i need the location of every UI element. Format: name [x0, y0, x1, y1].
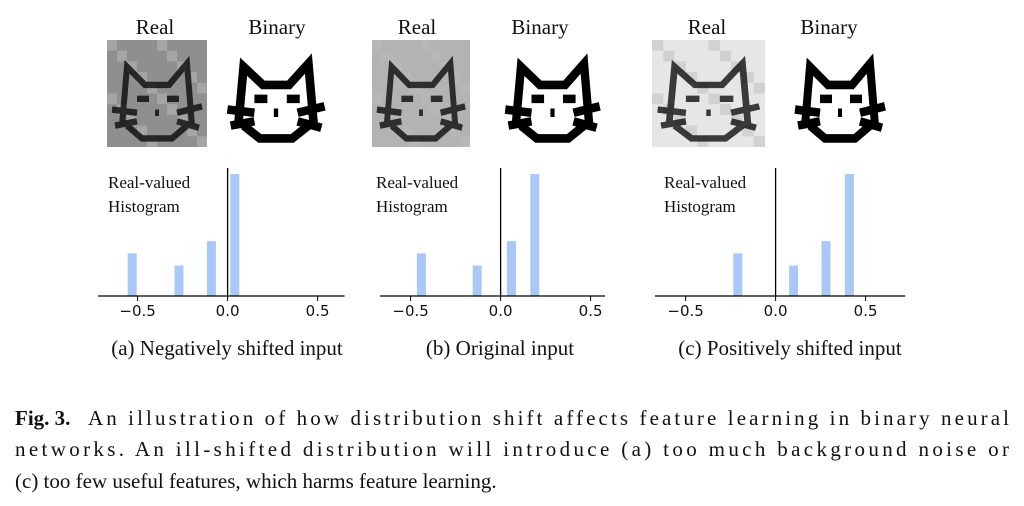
image-pixel — [742, 72, 754, 83]
image-pixel — [708, 93, 720, 105]
caption-line: networks. An ill-shifted distribution wi… — [15, 437, 1009, 461]
image-pixel — [685, 125, 698, 137]
histogram-bar — [127, 253, 137, 296]
image-pixel — [197, 136, 207, 147]
x-tick-label: 0.0 — [764, 302, 788, 320]
image-pixel — [421, 40, 431, 51]
histogram-label: Histogram — [376, 197, 448, 216]
image-pixel — [167, 50, 177, 62]
histogram-bar — [733, 253, 743, 296]
cat-outline — [226, 53, 326, 143]
caption-line: An illustration of how distribution shif… — [88, 406, 1009, 430]
caption-line: (c) too few useful features, which harms… — [15, 469, 497, 493]
image-pixel — [107, 93, 117, 105]
histogram-bar — [206, 241, 216, 296]
image-label: Real — [398, 15, 437, 39]
x-tick-label: −0.5 — [667, 302, 703, 320]
image-pixel — [372, 93, 382, 105]
histogram-bar — [844, 174, 854, 296]
binary-image — [226, 53, 326, 143]
histogram-bar — [789, 265, 799, 296]
x-tick-label: 0.0 — [489, 302, 513, 320]
image-label: Real — [688, 15, 727, 39]
image-pixel — [460, 136, 470, 147]
subcaption: (b) Original input — [426, 336, 574, 360]
histogram-bar — [174, 265, 184, 296]
histogram-label: Real-valued — [376, 173, 459, 192]
image-pixel — [421, 93, 431, 105]
real-image — [107, 40, 207, 147]
image-pixel — [137, 125, 147, 137]
cat-outline — [376, 55, 466, 142]
image-pixel — [430, 50, 441, 62]
histogram-bar — [530, 174, 540, 296]
histogram-label: Histogram — [664, 197, 736, 216]
real-image — [372, 40, 470, 147]
histogram-bar — [506, 241, 516, 296]
binary-image — [794, 53, 886, 143]
cat-outline — [794, 53, 886, 143]
image-pixel — [187, 72, 197, 83]
subcaption: (c) Positively shifted input — [678, 336, 902, 360]
image-pixel — [381, 50, 392, 62]
image-pixel — [107, 40, 117, 51]
image-pixel — [450, 72, 461, 83]
image-pixel — [167, 104, 177, 115]
histogram-bar — [472, 265, 482, 296]
image-label: Binary — [511, 15, 569, 39]
cat-outline — [111, 55, 203, 142]
image-label: Binary — [800, 15, 858, 39]
histogram-bar — [821, 241, 831, 296]
histogram-label: Real-valued — [108, 173, 191, 192]
image-pixel — [460, 82, 470, 94]
image-pixel — [753, 136, 765, 147]
image-pixel — [391, 61, 402, 73]
x-tick-label: −0.5 — [392, 302, 428, 320]
caption-label: Fig. 3. — [15, 406, 70, 430]
image-pixel — [372, 40, 382, 51]
image-pixel — [157, 93, 167, 105]
image-label: Real — [136, 15, 175, 39]
image-pixel — [450, 125, 461, 137]
image-label: Binary — [248, 15, 306, 39]
histogram-bar — [230, 174, 240, 296]
x-tick-label: 0.5 — [854, 302, 878, 320]
x-tick-label: 0.5 — [579, 302, 603, 320]
image-pixel — [117, 50, 127, 62]
image-pixel — [674, 61, 686, 73]
x-tick-label: 0.5 — [306, 302, 330, 320]
image-pixel — [127, 61, 137, 73]
cat-outline — [657, 55, 761, 142]
x-tick-label: −0.5 — [119, 302, 155, 320]
image-pixel — [663, 50, 675, 62]
subcaption: (a) Negatively shifted input — [111, 336, 343, 360]
image-pixel — [137, 72, 147, 83]
image-pixel — [187, 125, 197, 137]
image-pixel — [197, 82, 207, 94]
image-pixel — [685, 72, 698, 83]
image-pixel — [401, 125, 412, 137]
histogram-bar — [416, 253, 426, 296]
image-pixel — [157, 40, 167, 51]
histogram-label: Real-valued — [664, 173, 747, 192]
cat-outline — [504, 53, 601, 143]
binary-image — [504, 53, 601, 143]
image-pixel — [753, 82, 765, 94]
image-pixel — [401, 72, 412, 83]
image-pixel — [719, 50, 732, 62]
image-pixel — [652, 40, 664, 51]
histogram-label: Histogram — [108, 197, 180, 216]
image-pixel — [708, 40, 720, 51]
image-pixel — [652, 93, 664, 105]
image-pixel — [430, 104, 441, 115]
real-image — [652, 40, 765, 147]
image-pixel — [719, 104, 732, 115]
image-pixel — [742, 125, 754, 137]
x-tick-label: 0.0 — [216, 302, 240, 320]
